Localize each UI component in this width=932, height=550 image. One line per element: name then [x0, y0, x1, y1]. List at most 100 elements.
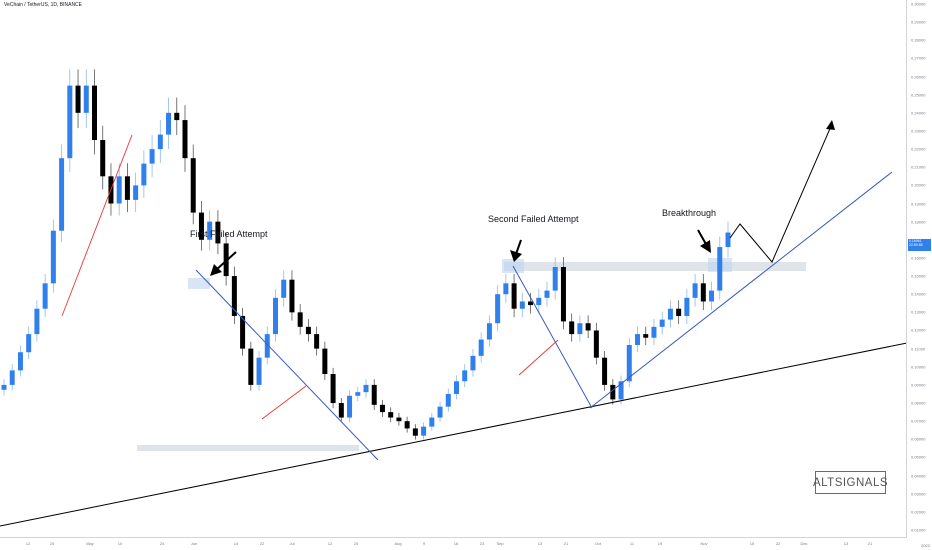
arrow-shaft — [515, 239, 522, 255]
candle-body — [59, 158, 65, 231]
candle — [256, 351, 262, 391]
arrow-shaft — [215, 251, 237, 271]
price-tick-label: 0.05000 — [911, 454, 926, 460]
arrow-head — [700, 240, 711, 253]
candle — [626, 337, 632, 388]
candle — [577, 315, 583, 342]
candle-body — [618, 381, 624, 400]
candle — [552, 257, 558, 300]
last-price-tag: 0.16961 22:59:58 — [908, 239, 931, 251]
candle — [684, 289, 690, 325]
candle-body — [470, 355, 476, 371]
price-tick-label: 0.02000 — [911, 509, 926, 515]
candle-body — [511, 283, 517, 309]
candle-body — [651, 326, 657, 338]
time-axis[interactable]: 12 20 May 10 24 Jun 14 22 Jul 12 20 Aug 9 16 23 Sep 13 21… — [0, 537, 907, 550]
candle — [651, 319, 657, 346]
time-tick-label: 10 — [117, 541, 123, 546]
first-attempt-arrow — [210, 251, 237, 276]
candle-body — [157, 134, 163, 150]
candle — [50, 219, 56, 293]
candle — [462, 364, 468, 388]
candle — [330, 367, 336, 409]
candle — [240, 307, 246, 356]
time-axis-year: 2022 — [921, 543, 930, 548]
red-trendline-2 — [261, 385, 307, 420]
candle-body — [289, 279, 295, 313]
candle — [281, 270, 287, 307]
candle — [207, 210, 213, 251]
price-tick-label: 0.30000 — [911, 1, 926, 7]
candle-body — [676, 308, 682, 316]
candle — [231, 266, 237, 325]
candle-body — [92, 85, 97, 141]
candle — [454, 375, 459, 400]
candle-body — [626, 344, 632, 382]
candle-body — [667, 308, 673, 320]
candle — [363, 379, 369, 398]
second-downtrend-line — [512, 265, 593, 409]
candle — [289, 270, 295, 321]
price-tick-label: 0.24000 — [911, 110, 926, 116]
price-tick-label: 0.25000 — [911, 92, 926, 98]
candle — [322, 341, 328, 381]
candle — [528, 292, 534, 314]
candle-body — [338, 403, 344, 418]
candle — [667, 300, 673, 328]
candle-body — [602, 357, 608, 385]
price-tick-label: 0.12000 — [911, 327, 926, 333]
time-tick-label: 22 — [775, 541, 781, 546]
candle — [700, 274, 706, 311]
candle-body — [141, 163, 147, 186]
candle — [495, 285, 501, 332]
price-tick-label: 0.06000 — [911, 436, 926, 442]
candle-body — [116, 176, 122, 204]
candle — [503, 274, 509, 304]
candle — [34, 300, 40, 342]
candle-body — [552, 267, 558, 291]
candle-body — [396, 417, 402, 422]
candle — [149, 135, 155, 178]
time-tick-label: 13 — [843, 541, 849, 546]
candle-body — [388, 412, 394, 418]
time-tick-label: 21 — [563, 541, 569, 546]
candle — [585, 315, 591, 339]
last-price-value: 0.16961 — [909, 239, 922, 243]
candle — [17, 345, 23, 377]
candle — [83, 69, 89, 129]
candle — [544, 281, 550, 307]
candle — [273, 289, 278, 342]
candle-body — [462, 370, 468, 382]
candle-body — [100, 140, 106, 177]
time-tick-label: 24 — [159, 541, 165, 546]
candle — [379, 399, 385, 417]
time-tick-label: Sep — [496, 541, 504, 546]
candle-body — [643, 334, 649, 338]
candle-body — [363, 384, 369, 393]
candle-body — [67, 85, 73, 159]
candle — [388, 407, 394, 423]
candle-body — [355, 392, 361, 396]
candle — [536, 289, 542, 314]
candle — [470, 349, 476, 377]
time-tick-label: 14 — [233, 541, 239, 546]
annotation-text: First Failed Attempt — [190, 229, 268, 239]
candle — [92, 69, 97, 155]
candle-body — [445, 393, 451, 407]
candle-body — [314, 334, 320, 349]
price-tick-label: 0.19000 — [911, 201, 926, 207]
candle — [725, 221, 731, 258]
trendlines — [0, 120, 913, 527]
candle-body — [593, 330, 599, 358]
candle — [190, 144, 196, 225]
candle-body — [215, 221, 221, 244]
price-tick-label: 0.20000 — [911, 182, 926, 188]
support-zone — [137, 445, 359, 451]
time-tick-label: 20 — [49, 541, 55, 546]
candle-body — [528, 301, 534, 306]
candle-body — [207, 221, 213, 240]
price-axis[interactable]: 0.30000 0.29000 0.28000 0.27000 0.26000 0.250… — [906, 0, 932, 538]
annotation-text: Second Failed Attempt — [488, 214, 579, 224]
